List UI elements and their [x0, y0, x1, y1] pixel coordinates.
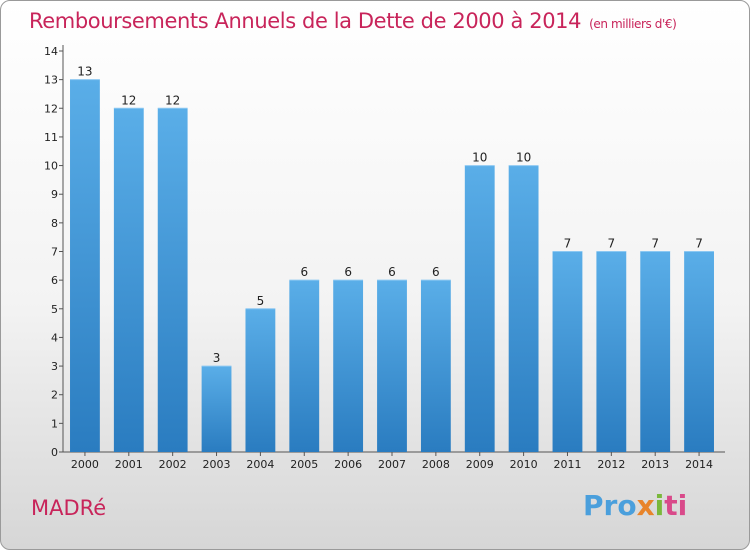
bar-2003 — [201, 366, 232, 452]
y-tick-label: 14 — [44, 45, 58, 58]
logo-part-4: ti — [664, 489, 688, 522]
data-label-2010: 10 — [516, 151, 531, 165]
proxiti-logo[interactable]: Proxiti — [583, 489, 687, 522]
chart-title: Remboursements Annuels de la Dette de 20… — [29, 9, 677, 33]
y-tick-label: 5 — [51, 303, 58, 316]
data-label-2014: 7 — [695, 237, 703, 251]
x-tick-label-2001: 2001 — [115, 458, 143, 471]
data-label-2005: 6 — [300, 265, 308, 279]
x-tick-label-2000: 2000 — [71, 458, 99, 471]
x-tick-label-2004: 2004 — [246, 458, 274, 471]
logo-part-1: Pro — [583, 489, 637, 522]
data-label-2006: 6 — [344, 265, 352, 279]
data-label-2000: 13 — [77, 65, 92, 79]
bar-2008 — [420, 280, 451, 452]
bar-2013 — [640, 251, 671, 452]
y-tick-label: 9 — [51, 188, 58, 201]
y-tick-label: 2 — [51, 389, 58, 402]
y-tick-label: 6 — [51, 274, 58, 287]
x-tick-label-2006: 2006 — [334, 458, 362, 471]
y-tick-label: 8 — [51, 217, 58, 230]
data-label-2012: 7 — [608, 237, 616, 251]
y-tick-label: 1 — [51, 417, 58, 430]
x-tick-label-2011: 2011 — [553, 458, 581, 471]
data-label-2003: 3 — [213, 351, 221, 365]
chart-data-labels: 13 12 12 3 5 6 6 6 6 10 10 7 7 7 7 — [77, 65, 703, 365]
bar-2004 — [245, 308, 276, 452]
data-label-2001: 12 — [121, 93, 136, 107]
y-tick-label: 12 — [44, 102, 58, 115]
data-label-2008: 6 — [432, 265, 440, 279]
data-label-2011: 7 — [564, 237, 572, 251]
data-label-2009: 10 — [472, 151, 487, 165]
bar-2006 — [333, 280, 364, 452]
bar-2002 — [157, 108, 188, 453]
data-label-2007: 6 — [388, 265, 396, 279]
chart-subtitle: (en milliers d'€) — [589, 17, 677, 31]
data-label-2004: 5 — [257, 294, 265, 308]
bar-2010 — [508, 165, 539, 453]
bar-2014 — [684, 251, 714, 452]
y-tick-label: 7 — [51, 246, 58, 259]
bar-2011 — [552, 251, 583, 452]
x-tick-label-2013: 2013 — [641, 458, 669, 471]
chart-bars — [70, 79, 714, 453]
y-tick-label: 3 — [51, 360, 58, 373]
x-tick-label-2008: 2008 — [422, 458, 450, 471]
y-tick-label: 0 — [51, 446, 58, 459]
y-tick-label: 13 — [44, 74, 58, 87]
chart-x-ticks: 2000 2001 2002 2003 2004 2005 2006 2007 2008 2009… — [71, 452, 713, 471]
x-tick-label-2009: 2009 — [466, 458, 494, 471]
x-tick-label-2014: 2014 — [685, 458, 713, 471]
y-tick-label: 11 — [44, 131, 58, 144]
x-tick-label-2007: 2007 — [378, 458, 406, 471]
x-tick-label-2012: 2012 — [597, 458, 625, 471]
x-tick-label-2003: 2003 — [203, 458, 231, 471]
x-tick-label-2002: 2002 — [159, 458, 187, 471]
chart-title-text: Remboursements Annuels de la Dette de 20… — [29, 9, 582, 33]
logo-part-2: x — [636, 489, 655, 522]
bar-2000 — [70, 79, 100, 453]
y-tick-label: 4 — [51, 331, 58, 344]
y-tick-label: 10 — [44, 160, 58, 173]
x-tick-label-2005: 2005 — [290, 458, 318, 471]
bar-2005 — [289, 280, 320, 452]
bar-2001 — [113, 108, 144, 453]
logo-part-3: i — [654, 489, 665, 522]
data-label-2013: 7 — [651, 237, 659, 251]
bar-2007 — [377, 280, 407, 452]
town-name: MADRé — [31, 496, 107, 520]
data-label-2002: 12 — [165, 93, 180, 107]
x-tick-label-2010: 2010 — [510, 458, 538, 471]
bar-2012 — [596, 251, 627, 452]
bar-2009 — [464, 165, 495, 453]
